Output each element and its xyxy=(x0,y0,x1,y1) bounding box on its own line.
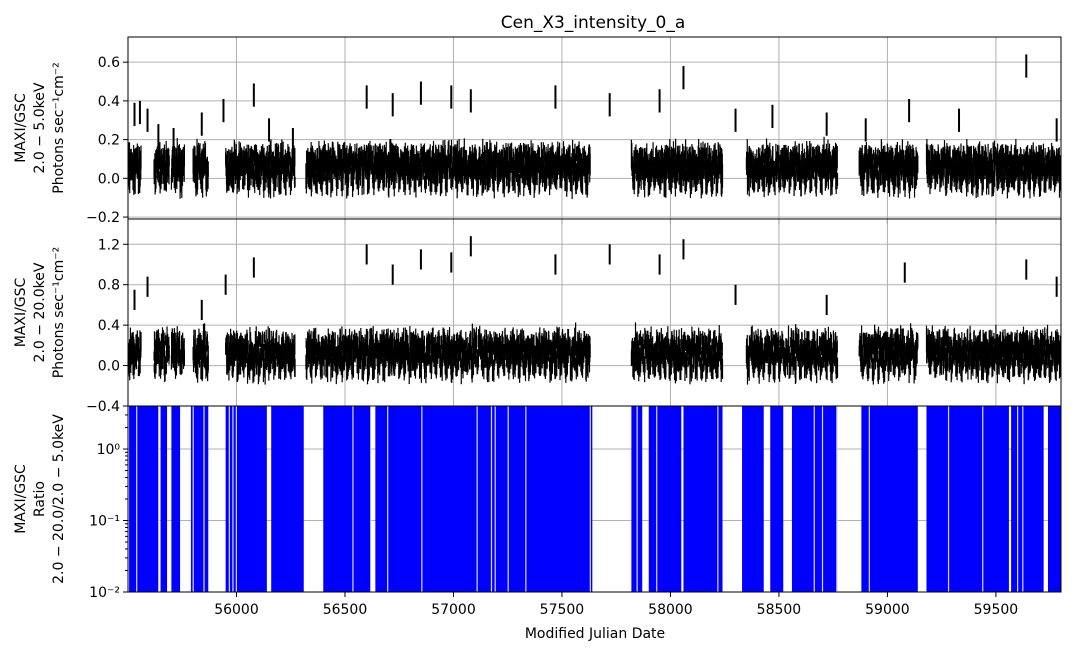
series-hard xyxy=(128,236,1061,385)
y-axis-label-line: Photons sec⁻¹cm⁻² xyxy=(51,62,67,194)
panel-soft: −0.2 0.0 0.2 0.4 0.6 MAXI/GSC 2.0 − 5.0keV Phot… xyxy=(13,36,1062,226)
chart-title: Cen_X3_intensity_0_a xyxy=(501,13,686,33)
series-soft xyxy=(128,54,1061,200)
y-tick-label: 0.2 xyxy=(98,133,120,149)
y-tick-label: 0.0 xyxy=(98,171,120,187)
x-axis-label: Modified Julian Date xyxy=(525,626,665,642)
y-tick-label: −0.2 xyxy=(86,210,120,226)
y-tick-label: 0.6 xyxy=(98,55,120,71)
y-tick-label: 0.4 xyxy=(98,94,120,110)
y-axis-label-line: MAXI/GSC xyxy=(13,93,29,163)
y-axis-label-line: 2.0 − 5.0keV xyxy=(32,82,48,173)
